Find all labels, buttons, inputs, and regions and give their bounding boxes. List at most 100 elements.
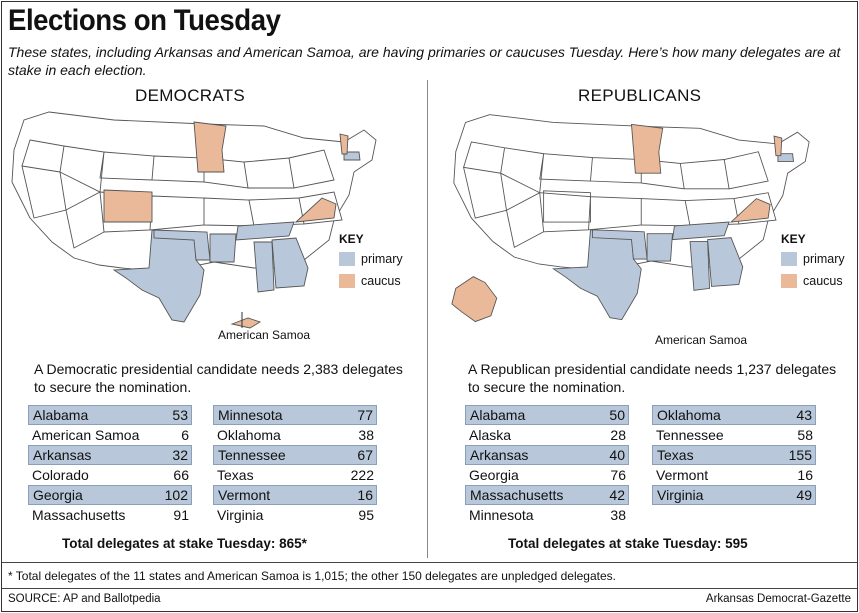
republicans-samoa-label: American Samoa [655,333,748,347]
democrats-samoa-label: American Samoa [218,328,311,342]
massachusetts-shape [343,151,361,161]
primary-swatch [339,252,355,266]
state-name: Virginia [217,507,264,523]
state-name: Minnesota [218,407,283,423]
delegate-count: 42 [609,487,625,503]
delegate-row: Tennessee 58 [652,425,816,445]
delegate-count: 16 [357,487,373,503]
delegate-count: 16 [797,467,813,483]
key-primary-row: primary [781,252,845,266]
democrats-map [11,111,377,329]
democrats-table-left: Alabama 53 American Samoa 6 Arkansas 32 Colora… [28,405,192,525]
delegate-row: Minnesota 38 [465,505,629,525]
delegate-count: 67 [357,447,373,463]
democrats-key: KEY primary caucus [339,232,403,296]
state-name: Minnesota [469,507,534,523]
state-name: Arkansas [33,447,92,463]
republicans-heading: REPUBLICANS [578,86,702,105]
delegate-count: 155 [788,447,812,463]
key-caucus-label: caucus [361,274,401,288]
key-primary-label: primary [361,252,403,266]
delegate-count: 102 [164,487,188,503]
footer-rule [2,562,857,563]
delegate-count: 40 [609,447,625,463]
delegate-row: Alabama 53 [28,405,192,425]
delegate-row: Georgia 76 [465,465,629,485]
key-primary-row: primary [339,252,403,266]
delegate-count: 38 [358,427,374,443]
american-samoa-shape [230,317,262,329]
state-name: Colorado [32,467,89,483]
republicans-table-left: Alabama 50 Alaska 28 Arkansas 40 Georgia 76 Mass… [465,405,629,525]
colorado-shape [103,189,153,223]
delegate-count: 66 [173,467,189,483]
virginia-shape [294,197,337,223]
minnesota-shape [193,121,227,173]
delegate-row: Vermont 16 [213,485,377,505]
delegate-row: Alabama 50 [465,405,629,425]
delegate-row: American Samoa 6 [28,425,192,445]
states-primary [112,151,361,323]
tennessee-shape [235,221,295,241]
democrats-needs-line1: A Democratic presidential candidate need… [34,361,403,377]
delegate-count: 91 [173,507,189,523]
source-line: SOURCE: AP and Ballotpedia [8,593,161,605]
delegate-row: Arkansas 40 [465,445,629,465]
oklahoma-shape [591,229,648,260]
georgia-shape [707,237,744,287]
virginia-shape [729,198,771,223]
democrats-heading: DEMOCRATS [135,86,246,105]
delegate-count: 50 [609,407,625,423]
state-name: Alabama [470,407,526,423]
state-name: Alaska [469,427,512,443]
delegate-count: 222 [350,467,374,483]
delegate-count: 32 [172,447,188,463]
democrats-needs-line2: to secure the nomination. [34,379,192,395]
footnote: * Total delegates of the 11 states and A… [8,569,616,583]
state-name: Massachusetts [32,507,126,523]
key-title: KEY [339,232,364,246]
minnesota-shape [630,123,664,174]
state-name: Tennessee [656,427,724,443]
republicans-total: Total delegates at stake Tuesday: 595 [508,536,748,551]
delegate-row: Tennessee 67 [213,445,377,465]
alabama-shape [253,241,275,293]
alaska-shape [451,276,498,323]
state-name: Vermont [218,487,271,503]
republicans-table-right: Oklahoma 43 Tennessee 58 Texas 155 Vermont 16 Vi… [652,405,816,505]
delegate-row: Oklahoma 38 [213,425,377,445]
delegate-row: Virginia 95 [213,505,377,525]
delegate-row: Minnesota 77 [213,405,377,425]
source-rule [2,588,857,589]
delegate-row: Alaska 28 [465,425,629,445]
delegate-row: Texas 155 [652,445,816,465]
vermont-shape [339,133,349,155]
state-name: Georgia [469,467,519,483]
key-caucus-row: caucus [339,274,403,288]
page-subtitle: These states, including Arkansas and Ame… [8,44,841,78]
republicans-needs: A Republican presidential candidate need… [468,360,836,396]
states-caucus [451,123,783,323]
column-divider [427,80,428,558]
credit-line: Arkansas Democrat-Gazette [705,593,851,605]
alabama-shape [689,241,711,291]
delegate-row: Georgia 102 [28,485,192,505]
arkansas-shape [209,233,237,263]
caucus-swatch [781,274,797,288]
oklahoma-shape [153,229,211,261]
delegate-count: 28 [610,427,626,443]
delegate-count: 43 [796,407,812,423]
republicans-key: KEY primary caucus [781,232,845,296]
state-name: Oklahoma [217,427,281,443]
delegate-row: Massachusetts 91 [28,505,192,525]
state-name: Vermont [656,467,709,483]
vermont-shape [773,135,783,157]
delegate-count: 38 [610,507,626,523]
democrats-table-right: Minnesota 77 Oklahoma 38 Tennessee 67 Texas 222… [213,405,377,525]
delegate-row: Massachusetts 42 [465,485,629,505]
state-name: Georgia [33,487,83,503]
republicans-map [451,114,810,323]
key-title: KEY [781,232,806,246]
delegate-row: Vermont 16 [652,465,816,485]
